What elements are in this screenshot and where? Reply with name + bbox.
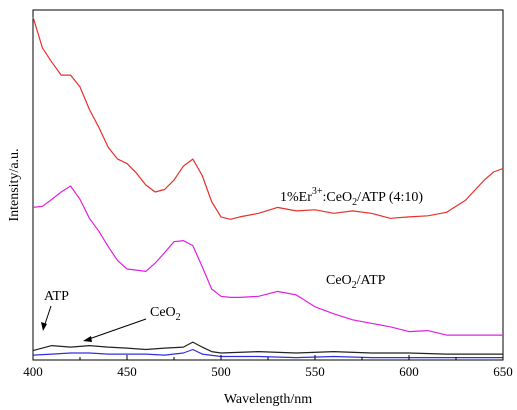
annotation-er-ceo2-atp: 1%Er3+:CeO2/ATP (4:10) xyxy=(280,186,423,208)
annotation-er-mid: :CeO xyxy=(323,190,353,205)
series-line-3 xyxy=(32,341,503,355)
series-line-1 xyxy=(32,16,504,220)
annotation-er-sup: 3+ xyxy=(312,186,323,197)
annotation-er-tail: /ATP (4:10) xyxy=(357,190,423,205)
annotation-ceo2-arrow xyxy=(88,318,147,340)
annotation-atp-arrowhead xyxy=(41,322,47,331)
annotation-ceo2-atp-main: CeO xyxy=(326,273,352,288)
series-layer xyxy=(32,16,504,359)
annotation-ceo2-atp-sub: 2 xyxy=(352,280,357,291)
x-tick-label: 450 xyxy=(117,364,137,379)
annotation-ceo2-atp-tail: /ATP xyxy=(357,273,386,288)
annotation-ceo2-atp: CeO2/ATP xyxy=(326,273,386,291)
x-tick-label: 650 xyxy=(493,364,513,379)
x-tick-label: 500 xyxy=(211,364,231,379)
annotation-ceo2-sub: 2 xyxy=(176,312,181,323)
annotation-er-sub: 2 xyxy=(352,197,357,208)
x-tick-label: 400 xyxy=(23,364,43,379)
annotation-ceo2-arrowhead xyxy=(83,336,92,342)
annotation-er-main: 1%Er xyxy=(280,190,312,205)
series-line-4 xyxy=(32,348,503,359)
plot-frame xyxy=(32,9,504,361)
x-axis-title: Wavelength/nm xyxy=(224,392,312,407)
annotation-ceo2: CeO2 xyxy=(150,305,181,323)
x-tick-label: 550 xyxy=(305,364,325,379)
x-tick-label: 600 xyxy=(399,364,419,379)
y-axis-title: Intensity/a.u. xyxy=(7,148,22,221)
annotation-atp: ATP xyxy=(44,289,69,304)
x-axis: 400 450 500 550 600 650 xyxy=(23,355,513,379)
series-line-2 xyxy=(32,185,503,336)
annotation-ceo2-main: CeO xyxy=(150,305,176,320)
